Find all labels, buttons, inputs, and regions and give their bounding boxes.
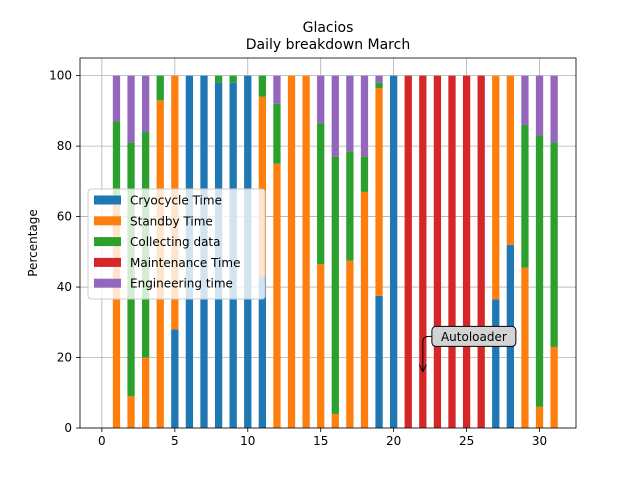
- bar-segment: [112, 121, 121, 203]
- x-tick-label: 20: [386, 434, 401, 448]
- bar-segment: [375, 87, 383, 296]
- bar-segment: [317, 264, 325, 428]
- annotation-arrow: [422, 335, 432, 371]
- bar-segment: [258, 96, 266, 277]
- bar-segment: [171, 329, 179, 428]
- bar-segment: [331, 413, 339, 428]
- bar-segment: [142, 75, 150, 132]
- bar-segment: [346, 260, 354, 428]
- x-tick-label: 10: [240, 434, 255, 448]
- bar-segment: [360, 156, 369, 192]
- bar-segment: [492, 75, 500, 300]
- bar-segment: [550, 346, 558, 428]
- bar-segment: [346, 151, 354, 261]
- y-tick-label: 60: [57, 210, 72, 224]
- legend-swatch: [94, 257, 121, 267]
- bar-segment: [273, 75, 281, 104]
- chart-title: Glacios: [303, 20, 354, 36]
- bar-segment: [273, 103, 281, 164]
- bar-segment: [448, 75, 456, 428]
- legend-swatch: [94, 195, 121, 205]
- annotation: Autoloader: [418, 325, 517, 373]
- x-tick-label: 15: [313, 434, 328, 448]
- bar-segment: [287, 75, 296, 428]
- y-tick-label: 20: [57, 351, 72, 365]
- bar-segment: [317, 123, 325, 265]
- bar-segment: [214, 75, 223, 83]
- bar-segment: [142, 357, 150, 428]
- legend-label: Cryocycle Time: [130, 194, 222, 208]
- annotation-box: [431, 325, 517, 347]
- bar-segment: [535, 135, 544, 407]
- bar-segment: [258, 75, 266, 97]
- bar-segment: [535, 406, 544, 428]
- bar-segment: [477, 75, 485, 428]
- bar-segment: [112, 202, 121, 428]
- bar-segment: [521, 124, 529, 268]
- y-tick-label: 0: [64, 421, 72, 435]
- legend-label: Standby Time: [130, 214, 213, 228]
- bar-segment: [127, 75, 135, 143]
- bar-segment: [258, 276, 266, 428]
- bar-segment: [331, 75, 339, 157]
- bar-segment: [127, 396, 135, 428]
- bar-segment: [492, 299, 500, 428]
- x-axis-ticks: 0 5 10 15 20 25 30: [98, 428, 547, 448]
- annotation-arrowhead: [418, 364, 427, 373]
- bar-segment: [346, 75, 354, 152]
- bar-segment: [462, 75, 471, 428]
- bar-segment: [390, 75, 398, 428]
- bar-segment: [360, 75, 369, 157]
- x-tick-label: 5: [171, 434, 179, 448]
- legend: Cryocycle Time Standby Time Collecting dat…: [87, 188, 266, 300]
- bar-segment: [550, 142, 558, 347]
- bar-segment: [331, 156, 339, 414]
- bar-segment: [302, 75, 310, 428]
- annotation-label: Autoloader: [441, 330, 507, 344]
- bar-segment: [375, 82, 383, 88]
- bar-segment: [360, 191, 369, 428]
- y-tick-label: 100: [49, 69, 72, 83]
- bar-segment: [112, 75, 121, 122]
- legend-swatch: [94, 278, 121, 288]
- legend-box: [87, 188, 266, 300]
- bar-segment: [229, 75, 237, 83]
- bar-segment: [535, 75, 544, 136]
- bar-segment: [419, 75, 427, 428]
- y-axis-label: Percentage: [26, 209, 40, 277]
- bar-segment: [521, 267, 529, 428]
- bar-segment: [433, 75, 442, 428]
- plot-frame: [79, 57, 577, 429]
- legend-swatch: [94, 216, 121, 226]
- legend-label: Collecting data: [130, 235, 220, 249]
- bar-segment: [273, 163, 281, 428]
- x-tick-label: 25: [459, 434, 474, 448]
- bar-segment: [156, 75, 164, 101]
- bar-segment: [375, 295, 383, 428]
- x-tick-label: 0: [98, 434, 106, 448]
- bar-segment: [506, 75, 514, 245]
- bar-segment: [404, 75, 412, 428]
- bar-segment: [317, 75, 325, 124]
- bar-segment: [375, 75, 383, 83]
- y-tick-label: 80: [57, 139, 72, 153]
- bar-segment: [521, 75, 529, 125]
- legend-label: Engineering time: [130, 277, 233, 291]
- x-tick-label: 30: [532, 434, 547, 448]
- legend-swatch: [94, 237, 121, 247]
- bar-segment: [550, 75, 558, 143]
- chart-subtitle: Daily breakdown March: [246, 37, 410, 53]
- y-axis-ticks: 0 20 40 60 80 100: [49, 69, 80, 435]
- legend-label: Maintenance Time: [130, 256, 240, 270]
- y-tick-label: 40: [57, 280, 72, 294]
